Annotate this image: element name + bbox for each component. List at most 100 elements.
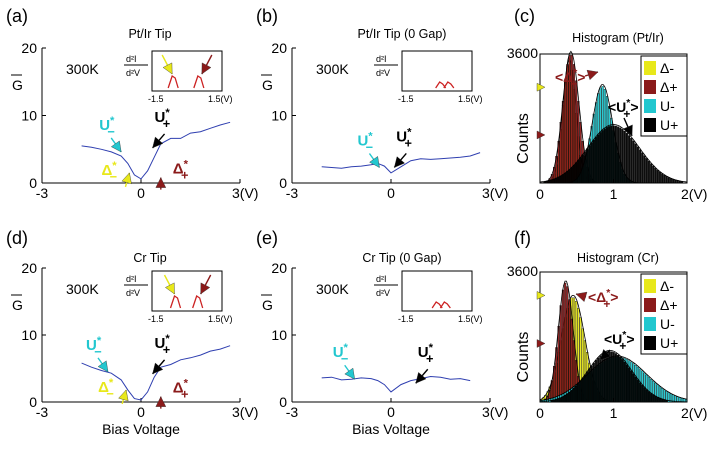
annotation-label: U* − [333,342,349,366]
bar [656,397,659,403]
y-tick-label: 20 [271,260,287,276]
panel-label: (b) [256,6,278,26]
annotation-arrow-head [586,69,599,81]
inset-xtick: -1.5 [148,314,164,324]
bar [674,179,677,184]
bar [619,356,622,403]
y-tick-label: 20 [21,260,37,276]
legend-label: U+ [660,335,678,351]
annotation-arrow [152,133,166,149]
annotation-arrow-head [118,389,129,402]
bar [654,167,657,184]
y-axis-label: G [12,297,23,313]
y-tick-label: 3600 [507,263,538,279]
legend-swatch [644,80,656,94]
bar [652,394,655,403]
inset-xtick: -1.5 [148,94,164,104]
bar [645,158,648,184]
annotation-arrow [393,153,407,168]
bar [667,177,670,184]
y-marker [536,291,546,300]
annotation-arrow [118,389,129,405]
bar [581,377,584,403]
bar [594,137,598,184]
annotation-arrow [584,69,599,81]
x-tick-label: 2(V) [681,186,707,202]
bar [625,132,628,184]
y-tick-label: 0 [279,394,287,410]
x-tick-label: 1 [610,186,618,202]
inset-xtick: -1.5 [398,314,414,324]
series-3 [539,350,687,403]
annotation-arrow [344,364,356,380]
legend-label: Δ- [660,60,674,76]
x-tick-label: -3 [36,404,49,420]
y-marker [536,339,546,348]
inset-peak [167,74,179,89]
inset-peak [193,74,205,89]
bar [608,126,611,184]
bar [621,129,624,184]
bar [647,391,650,403]
bar [632,140,635,184]
annotation-arrow-head [415,372,427,384]
x-tick-label: -3 [286,404,299,420]
inset-ratio-num: d²I [126,54,137,64]
bar [597,357,600,403]
annotation-arrow-head [369,156,380,168]
annotation-label: <Δ* +> [588,287,618,311]
annotation-arrow-head [599,349,611,361]
x-tick-label: -3 [36,185,49,201]
panel-label: (a) [6,6,28,26]
inset-peak [443,81,455,89]
bar [636,146,639,184]
annotation-arrow [368,153,381,168]
x-axis-label: Bias Voltage [102,421,180,437]
annotation-arrow [121,172,132,188]
inset-ratio-den: d²V [376,288,390,298]
bar [553,178,556,184]
x-tick-label: 3(V) [482,404,508,420]
inset-peak [435,81,447,89]
panel-title: Histogram (Pt/Ir) [572,31,664,45]
legend-label: U- [660,98,675,114]
bar [579,157,582,184]
series-line [81,345,231,401]
bar [586,371,589,403]
legend-swatch [644,336,656,350]
annotation-arrow-head [622,124,633,137]
bar [564,395,567,403]
inset-ratio-den: d²V [126,288,140,298]
x-tick-label: 3(V) [482,185,508,201]
bar [566,286,569,403]
series-line [321,152,481,174]
bar [639,149,642,184]
y-tick-label: 20 [21,40,37,56]
bar [586,148,589,184]
bar [603,352,606,403]
inset-peak [431,301,443,309]
bar [630,137,633,184]
fit-line [539,350,687,403]
inset-xtick: 1.5(V) [458,94,483,104]
panel-title: Cr Tip [133,251,166,265]
y-axis-label: G [12,77,23,93]
fit-line [539,124,688,183]
x-axis-label: Bias Voltage [352,421,430,437]
annotation-label: <Δ* +> [555,67,585,91]
legend: Δ- Δ+ U- U+ [640,273,688,355]
inset-ratio-num: d²I [376,54,387,64]
panel-f: (f) Histogram (Cr) 0 1 2(V) 3600 Counts <Δ* +> <U… [507,228,708,421]
inset-arrow-head [200,282,211,295]
bar [634,376,637,403]
inset-xtick: 1.5(V) [208,94,233,104]
series-line [81,121,231,180]
annotation-label: U* + [155,333,171,357]
inset-xtick: -1.5 [398,94,414,104]
legend-label: Δ- [660,278,674,294]
x-tick-label: 3(V) [232,185,258,201]
